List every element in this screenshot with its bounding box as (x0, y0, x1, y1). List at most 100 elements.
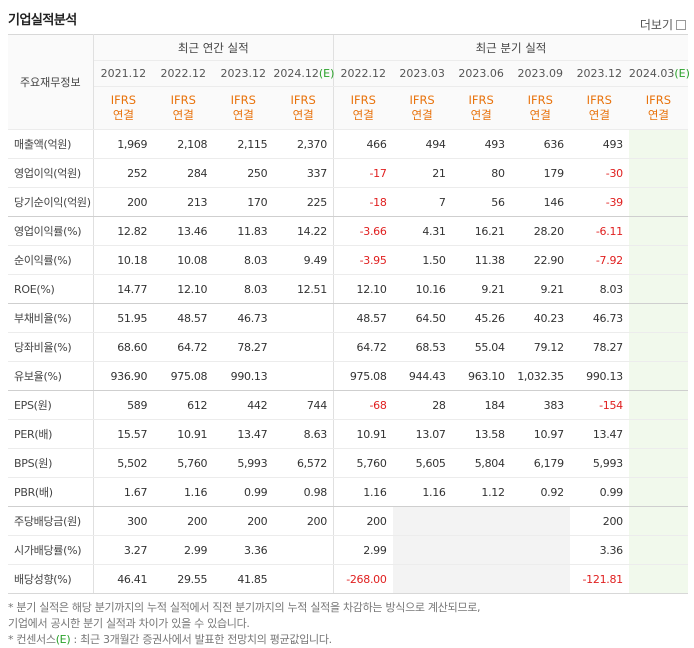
value-cell: 1,969 (93, 129, 154, 159)
financial-table: 주요재무정보 최근 연간 실적 최근 분기 실적 2021.12 2022.12 2023… (8, 34, 690, 594)
value-cell: 337 (273, 158, 334, 188)
value-cell: 494 (392, 129, 452, 159)
period-date: 2024.12 (273, 67, 319, 80)
period-header: 2024.12(E) (273, 60, 334, 87)
period-date: 2022.12 (160, 67, 206, 80)
value-cell: 12.10 (153, 274, 214, 304)
value-cell: 11.38 (451, 245, 511, 275)
value-cell: -3.95 (332, 245, 393, 275)
data-row: 유보율(%) 936.90 975.08 990.13 975.08 944.43 963.… (8, 361, 688, 391)
standard-text: 연결 (411, 108, 433, 122)
bullet: * (8, 633, 17, 646)
period-header: 2024.03(E) (628, 60, 690, 87)
value-cell: 1.16 (153, 477, 214, 507)
empty-cell (628, 564, 688, 594)
value-cell: 3.36 (213, 535, 274, 565)
section-title: 기업실적분석 (8, 13, 77, 28)
value-cell: 12.51 (273, 274, 334, 304)
value-cell: 12.82 (93, 216, 154, 246)
value-cell: 13.07 (392, 419, 452, 449)
value-cell: 7 (392, 187, 452, 217)
value-cell: 1.16 (332, 477, 393, 507)
standard-text: 연결 (292, 108, 314, 122)
value-cell: 252 (93, 158, 154, 188)
value-cell: 13.46 (153, 216, 214, 246)
value-cell: 48.57 (332, 303, 393, 333)
period-header: 2023.03 (392, 60, 452, 87)
value-cell: 1.67 (93, 477, 154, 507)
period-header: 2022.12 (153, 60, 214, 87)
value-cell: 46.73 (213, 303, 274, 333)
value-cell: 466 (332, 129, 393, 159)
value-cell: 80 (451, 158, 511, 188)
bullet: * (8, 601, 17, 614)
more-link[interactable]: 더보기 (640, 16, 686, 33)
note-text: : 최근 3개월간 증권사에서 발표한 전망치의 평균값입니다. (70, 633, 333, 646)
value-cell: 10.18 (93, 245, 154, 275)
standard-header: IFRS 연결 (451, 86, 511, 130)
note-line: * 분기 실적은 해당 분기까지의 누적 실적에서 직전 분기까지의 누적 실적… (6, 600, 481, 616)
standard-text: IFRS (468, 93, 494, 107)
value-cell: 15.57 (93, 419, 154, 449)
value-cell: 1.16 (392, 477, 452, 507)
standard-text: IFRS (527, 93, 553, 107)
value-cell: 1,032.35 (510, 361, 570, 391)
standard-text: 연결 (529, 108, 551, 122)
value-cell: 0.98 (273, 477, 334, 507)
note-line: 기업에서 공시한 분기 실적과 차이가 있을 수 있습니다. (6, 616, 480, 632)
value-cell: 64.50 (392, 303, 452, 333)
value-cell: 5,605 (392, 448, 452, 478)
row-label: 당좌비율(%) (8, 332, 94, 362)
standard-text: 연결 (232, 108, 254, 122)
note-estimate: (E) (55, 633, 71, 646)
standard-header: IFRS 연결 (273, 86, 334, 130)
standard-header: IFRS 연결 (628, 86, 688, 130)
value-cell: 200 (93, 187, 154, 217)
data-row: 당좌비율(%) 68.60 64.72 78.27 64.72 68.53 55.04 79.… (8, 332, 688, 362)
data-row: BPS(원) 5,502 5,760 5,993 6,572 5,760 5,605 5,80… (8, 448, 688, 478)
value-cell: 493 (569, 129, 629, 159)
value-cell: 200 (332, 506, 393, 536)
value-cell: 68.53 (392, 332, 452, 362)
corner-label: 주요재무정보 (8, 34, 94, 130)
value-cell: 200 (213, 506, 274, 536)
value-cell: 2,108 (153, 129, 214, 159)
period-header: 2023.09 (510, 60, 570, 87)
value-cell: 990.13 (213, 361, 274, 391)
value-cell: 8.03 (213, 274, 274, 304)
value-cell: 16.21 (451, 216, 511, 246)
value-cell: 179 (510, 158, 570, 188)
empty-cell (451, 564, 511, 594)
notes: * 분기 실적은 해당 분기까지의 누적 실적에서 직전 분기까지의 누적 실적… (6, 600, 481, 648)
row-label: 매출액(억원) (8, 129, 94, 159)
standard-text: IFRS (409, 93, 435, 107)
value-cell: 46.73 (569, 303, 629, 333)
standard-text: 연결 (470, 108, 492, 122)
empty-cell (628, 535, 688, 565)
standard-text: IFRS (586, 93, 612, 107)
value-cell: 5,993 (569, 448, 629, 478)
data-row: 배당성향(%) 46.41 29.55 41.85 -268.00 -121.81 (8, 564, 688, 594)
data-row: 영업이익(억원) 252 284 250 337 -17 21 80 179 -30 (8, 158, 688, 188)
value-cell: 46.41 (93, 564, 154, 594)
value-cell: 9.49 (273, 245, 334, 275)
value-cell: -3.66 (332, 216, 393, 246)
value-cell: 8.03 (569, 274, 629, 304)
value-cell: -68 (332, 390, 393, 420)
value-cell: 78.27 (213, 332, 274, 362)
standard-text: IFRS (645, 93, 672, 107)
value-cell: -268.00 (332, 564, 393, 594)
row-label: 당기순이익(억원) (8, 187, 94, 217)
value-cell: 10.91 (332, 419, 393, 449)
period-header: 2021.12 (93, 60, 154, 87)
standard-header: IFRS 연결 (332, 86, 393, 130)
value-cell: 200 (569, 506, 629, 536)
value-cell: 14.77 (93, 274, 154, 304)
estimate-mark: (E) (674, 67, 690, 80)
value-cell: 442 (213, 390, 274, 420)
value-cell: 975.08 (153, 361, 214, 391)
value-cell: 1.12 (451, 477, 511, 507)
standard-text: IFRS (170, 93, 196, 107)
value-cell: 1.50 (392, 245, 452, 275)
